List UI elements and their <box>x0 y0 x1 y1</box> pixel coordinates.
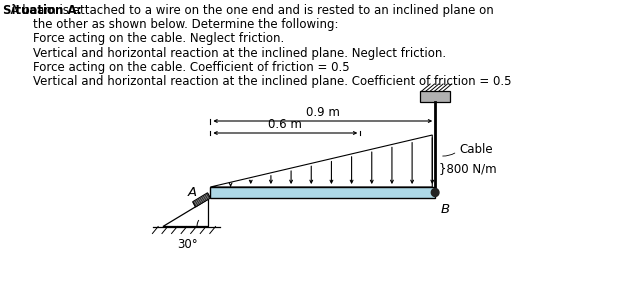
Polygon shape <box>193 193 210 207</box>
Text: the other as shown below. Determine the following:: the other as shown below. Determine the … <box>3 18 338 31</box>
Text: }800 N/m: }800 N/m <box>439 162 497 175</box>
Text: Force acting on the cable. Coefficient of friction = 0.5: Force acting on the cable. Coefficient o… <box>3 61 349 74</box>
Bar <box>420 91 451 102</box>
Text: Force acting on the cable. Neglect friction.: Force acting on the cable. Neglect frict… <box>3 32 284 45</box>
Text: 0.9 m: 0.9 m <box>306 105 339 119</box>
Text: Cable: Cable <box>459 143 493 156</box>
Text: Situation A:: Situation A: <box>3 4 82 17</box>
Text: A: A <box>188 186 197 199</box>
Text: 30°: 30° <box>177 239 198 251</box>
Polygon shape <box>163 199 208 227</box>
Text: A beam is attached to a wire on the one end and is rested to an inclined plane o: A beam is attached to a wire on the one … <box>3 4 494 17</box>
Text: 0.6 m: 0.6 m <box>268 117 302 131</box>
Circle shape <box>431 189 439 197</box>
Text: B: B <box>441 203 450 216</box>
Text: Vertical and horizontal reaction at the inclined plane. Coefficient of friction : Vertical and horizontal reaction at the … <box>3 76 512 88</box>
Bar <box>210 187 435 198</box>
Text: Vertical and horizontal reaction at the inclined plane. Neglect friction.: Vertical and horizontal reaction at the … <box>3 46 446 60</box>
